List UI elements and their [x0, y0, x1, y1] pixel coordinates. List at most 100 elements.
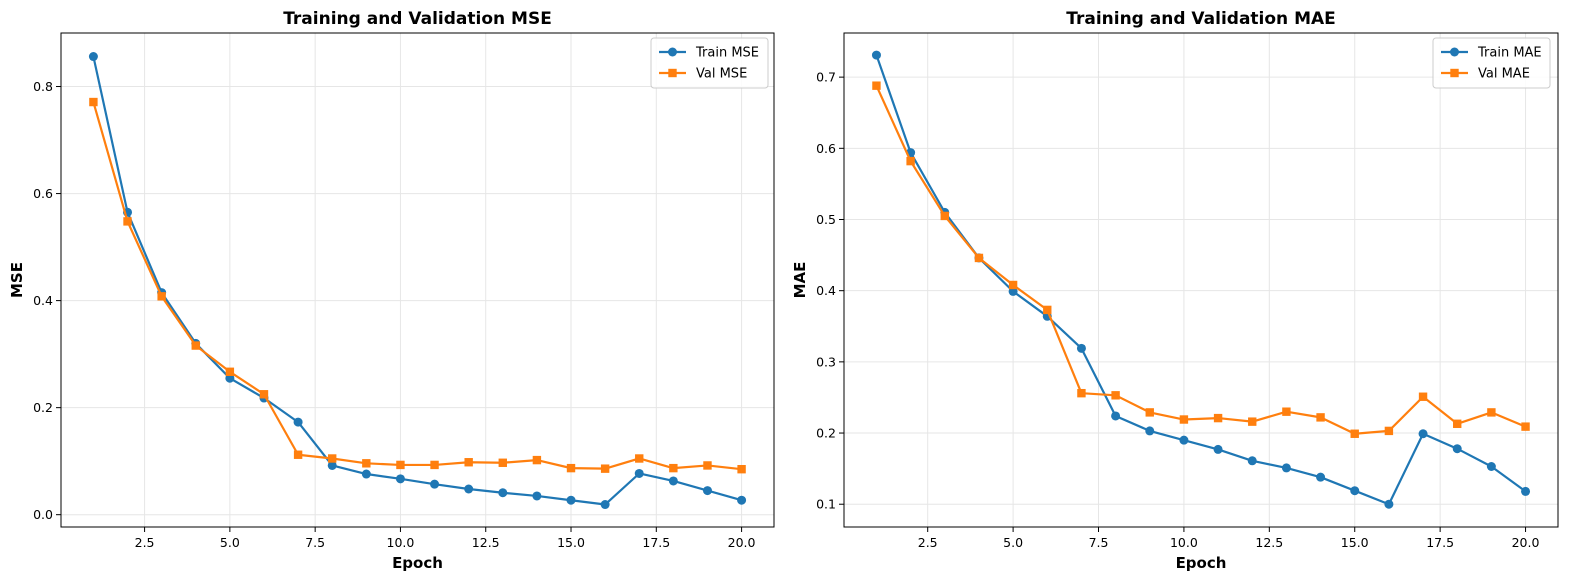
data-point [191, 341, 200, 350]
data-point [1452, 444, 1462, 454]
chart-title: Training and Validation MSE [283, 9, 552, 29]
x-tick-label: 7.5 [1089, 535, 1109, 550]
x-tick-label: 12.5 [472, 535, 500, 550]
legend: Train MSE Val MSE [650, 37, 769, 89]
axes-frame [843, 32, 1559, 528]
x-axis-label: Epoch [1176, 554, 1227, 572]
data-point [1487, 408, 1496, 417]
data-point [871, 50, 881, 60]
data-point [362, 459, 371, 468]
chart-title: Training and Validation MAE [1066, 9, 1336, 29]
data-point [906, 156, 915, 166]
y-tick-label: 0.3 [816, 354, 836, 369]
x-tick-label: 2.5 [918, 535, 938, 550]
y-tick-label: 0.0 [33, 507, 53, 522]
legend: Train MAE Val MAE [1432, 37, 1551, 89]
x-tick-label: 5.0 [1003, 535, 1023, 550]
data-point [1111, 411, 1121, 421]
data-point [157, 292, 166, 301]
data-point [1521, 422, 1530, 431]
y-tick-label: 0.2 [816, 426, 836, 441]
data-point [566, 495, 576, 505]
data-point [1111, 391, 1120, 400]
data-point [1281, 463, 1291, 473]
data-point [1008, 280, 1018, 290]
data-point [1179, 435, 1189, 445]
data-point [1453, 419, 1462, 428]
data-point [1418, 392, 1428, 401]
data-point [635, 454, 644, 463]
data-point [737, 464, 746, 474]
data-point [974, 253, 984, 263]
legend-marker [1450, 68, 1459, 78]
x-tick-label: 10.0 [1170, 535, 1198, 550]
x-axis-label: Epoch [392, 554, 443, 572]
data-point [1248, 417, 1257, 426]
data-point [89, 97, 98, 107]
y-tick-label: 0.6 [33, 186, 53, 201]
y-tick-label: 0.7 [816, 70, 836, 85]
x-tick-label: 15.0 [1341, 535, 1369, 550]
x-tick-label: 12.5 [1255, 535, 1283, 550]
x-tick-label: 5.0 [220, 535, 240, 550]
data-point [1145, 426, 1155, 436]
data-point [1350, 486, 1360, 496]
data-point [1077, 388, 1086, 398]
chart-panel-1: 2.5 5.0 7.5 10.0 12.5 15.0 17.5 20.0 0.0 0.2 0.4 0.… [8, 9, 775, 572]
data-point [1213, 413, 1223, 423]
data-point [430, 479, 440, 489]
data-point [702, 486, 712, 496]
series-line-train-mse [92, 56, 742, 506]
y-tick-label: 0.5 [816, 212, 836, 227]
data-point [225, 367, 235, 376]
data-point [872, 81, 881, 90]
series-line-train-mae [875, 54, 1527, 506]
legend-label: Train MSE [695, 46, 759, 61]
x-tick-label: 17.5 [642, 535, 670, 550]
data-point [293, 450, 303, 459]
data-point [293, 417, 303, 427]
data-point [1316, 413, 1325, 422]
legend-box [1432, 37, 1551, 89]
data-point [498, 458, 507, 467]
data-point [703, 461, 712, 470]
series-line-val-mse [92, 101, 742, 471]
data-point [464, 484, 474, 494]
data-point [361, 469, 371, 479]
data-point [1384, 426, 1394, 436]
data-point [1145, 408, 1154, 417]
data-point [1282, 407, 1291, 416]
legend-box [650, 37, 769, 89]
data-point [1418, 429, 1428, 439]
data-point [1179, 415, 1189, 424]
y-tick-label: 0.4 [33, 293, 53, 308]
legend-marker [668, 47, 677, 57]
legend-marker [668, 68, 677, 78]
x-tick-label: 15.0 [557, 535, 585, 550]
data-point [327, 460, 337, 470]
y-axis-label: MAE [791, 262, 809, 299]
data-point [396, 460, 405, 470]
data-point [430, 460, 439, 470]
data-point [395, 474, 405, 484]
data-point [532, 491, 542, 501]
data-point [498, 488, 508, 498]
data-point [1486, 461, 1496, 471]
x-tick-label: 2.5 [135, 535, 155, 550]
data-point [1213, 444, 1223, 454]
data-point [88, 52, 98, 62]
axes-frame [60, 32, 775, 528]
data-point [328, 454, 337, 463]
chart-panel-2: 2.5 5.0 7.5 10.0 12.5 15.0 17.5 20.0 0.1 0.2 0.3 0.… [791, 9, 1559, 572]
data-point [1076, 343, 1086, 353]
y-tick-label: 0.6 [816, 141, 836, 156]
data-point [600, 464, 610, 473]
data-point [259, 390, 269, 399]
y-tick-label: 0.2 [33, 400, 53, 415]
data-point [1350, 429, 1359, 438]
data-point [1521, 486, 1531, 496]
legend-label: Val MAE [1478, 67, 1530, 82]
series-line-val-mae [875, 85, 1526, 435]
data-point [668, 476, 678, 486]
